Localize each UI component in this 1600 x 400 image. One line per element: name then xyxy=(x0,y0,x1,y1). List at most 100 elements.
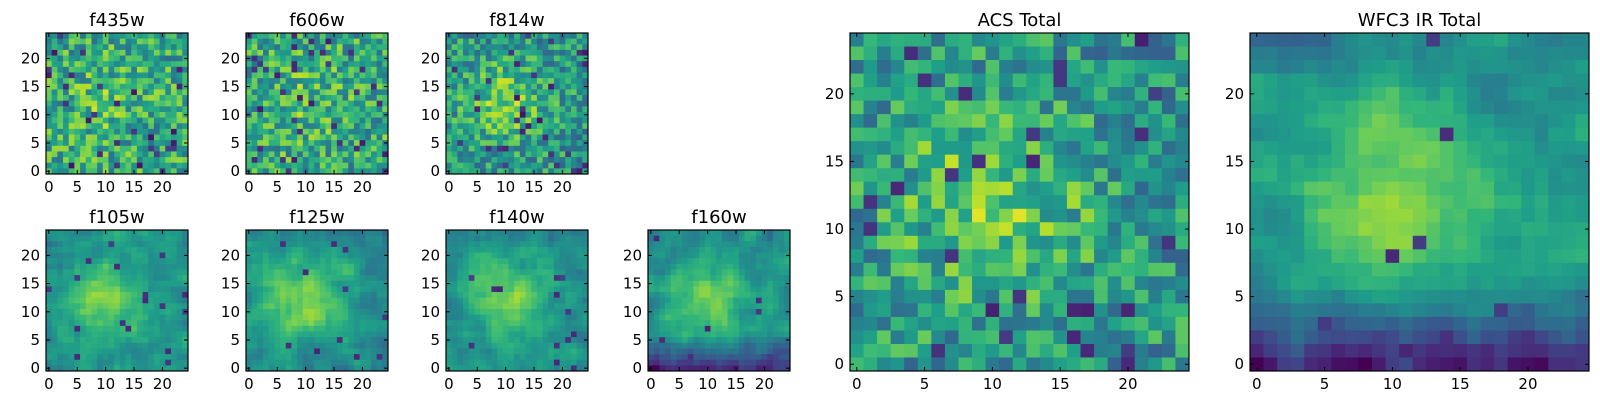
heatmap-cell xyxy=(302,89,309,96)
heatmap-cell xyxy=(1107,195,1122,210)
heatmap-cell xyxy=(257,297,264,304)
heatmap-cell xyxy=(359,286,366,293)
heatmap-cell xyxy=(114,95,121,102)
heatmap-cell xyxy=(582,134,589,141)
heatmap-cell xyxy=(370,38,378,45)
heatmap-cell xyxy=(382,320,389,327)
heatmap-cell xyxy=(359,123,366,130)
heatmap-cell xyxy=(153,49,160,56)
heatmap-cell xyxy=(182,230,189,237)
heatmap-cell xyxy=(74,38,81,45)
heatmap-cell xyxy=(727,280,734,287)
heatmap-cell xyxy=(958,114,973,129)
heatmap-cell xyxy=(699,325,706,332)
heatmap-cell xyxy=(559,303,566,310)
heatmap-cell xyxy=(280,95,287,102)
heatmap-cell xyxy=(108,297,115,304)
heatmap-cell xyxy=(497,61,504,68)
heatmap-cell xyxy=(784,314,791,321)
heatmap-cell xyxy=(365,269,372,276)
heatmap-cell xyxy=(1161,73,1176,88)
heatmap-cell xyxy=(738,275,745,282)
heatmap-cell xyxy=(890,235,905,250)
heatmap-cell xyxy=(542,72,549,79)
heatmap-cell xyxy=(97,280,104,287)
heatmap-cell xyxy=(46,106,53,113)
heatmap-cell xyxy=(57,151,64,158)
heatmap-cell xyxy=(1175,33,1190,47)
heatmap-cell xyxy=(257,325,264,332)
heatmap-cell xyxy=(314,246,321,253)
heatmap-cell xyxy=(582,100,589,107)
heatmap-cell xyxy=(291,269,298,276)
heatmap-cell xyxy=(502,89,509,96)
heatmap-cell xyxy=(553,157,560,164)
heatmap-cell xyxy=(699,303,706,310)
heatmap-cell xyxy=(114,33,121,40)
heatmap-cell xyxy=(468,325,475,332)
heatmap-cell xyxy=(542,95,549,102)
heatmap-cell xyxy=(153,331,160,338)
heatmap-cell xyxy=(531,280,538,287)
heatmap-cell xyxy=(63,145,70,152)
heatmap-cell xyxy=(491,258,498,265)
heatmap-cell xyxy=(480,258,487,265)
heatmap-cell xyxy=(51,134,58,141)
heatmap-cells xyxy=(850,33,1190,372)
heatmap-cell xyxy=(291,72,298,79)
heatmap-cell xyxy=(85,365,92,372)
heatmap-cell xyxy=(944,195,959,210)
heatmap-cell xyxy=(721,275,728,282)
heatmap-cell xyxy=(525,263,532,270)
heatmap-cell xyxy=(570,38,578,45)
heatmap-cell xyxy=(125,297,132,304)
heatmap-cell xyxy=(553,128,560,135)
heatmap-cell xyxy=(342,83,349,90)
heatmap-cell xyxy=(165,331,172,338)
heatmap-cell xyxy=(153,230,160,237)
heatmap-cell xyxy=(659,365,666,372)
heatmap-cell xyxy=(102,303,109,310)
heatmap-cell xyxy=(74,44,81,51)
heatmap-cell xyxy=(582,269,589,276)
heatmap-cell xyxy=(525,33,532,40)
heatmap-cell xyxy=(142,320,149,327)
heatmap-cell xyxy=(738,314,745,321)
heatmap-cell xyxy=(1012,114,1027,129)
heatmap-cell xyxy=(570,241,578,248)
heatmap-cell xyxy=(497,230,504,237)
heatmap-cell xyxy=(738,258,745,265)
heatmap-cell xyxy=(446,320,453,327)
heatmap-cell xyxy=(302,235,309,242)
heatmap-cell xyxy=(1080,181,1095,196)
heatmap-cell xyxy=(565,145,572,152)
heatmap-cell xyxy=(958,208,973,223)
heatmap-cell xyxy=(536,95,543,102)
heatmap-cell xyxy=(485,314,492,321)
heatmap-cell xyxy=(755,241,762,248)
heatmap-cell xyxy=(877,87,892,101)
heatmap-cell xyxy=(285,157,292,164)
heatmap-cell xyxy=(727,246,734,253)
heatmap-cell xyxy=(170,134,178,141)
heatmap-cell xyxy=(348,162,355,169)
heatmap-cell xyxy=(46,66,53,73)
heatmap-cell xyxy=(263,297,270,304)
heatmap-cell xyxy=(463,72,470,79)
heatmap-cell xyxy=(165,348,172,355)
heatmap-cell xyxy=(136,246,143,253)
heatmap-cell xyxy=(565,280,572,287)
heatmap-cell xyxy=(314,162,321,169)
heatmap-cell xyxy=(302,303,309,310)
heatmap-cell xyxy=(274,145,281,152)
heatmap-cell xyxy=(153,100,160,107)
heatmap-cell xyxy=(917,100,932,115)
heatmap-cell xyxy=(508,258,515,265)
heatmap-cell xyxy=(744,297,751,304)
heatmap-cell xyxy=(514,145,521,152)
heatmap-cell xyxy=(251,78,258,85)
heatmap-cell xyxy=(502,72,509,79)
heatmap-cell xyxy=(733,325,740,332)
heatmap-cell xyxy=(348,275,355,282)
